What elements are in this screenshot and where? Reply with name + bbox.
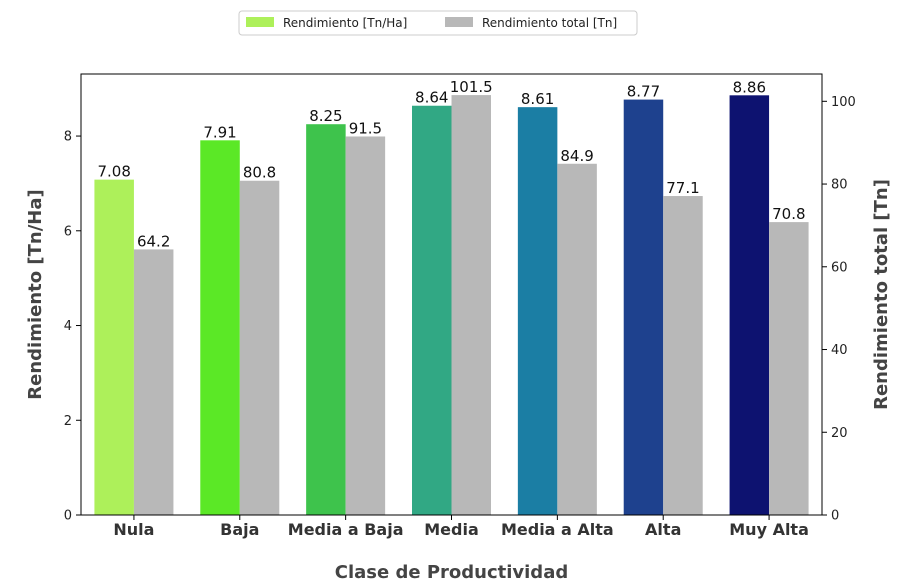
data-label-total-3: 101.5 (450, 78, 493, 96)
right-y-tick-label: 80 (831, 178, 848, 193)
bar-rendimiento-2 (306, 124, 346, 516)
data-label-rendimiento-6: 8.86 (733, 78, 766, 96)
bar-total-1 (239, 180, 280, 515)
bar-total-6 (769, 222, 809, 515)
bar-rendimiento-5 (623, 99, 664, 515)
legend-label-0: Rendimiento [Tn/Ha] (283, 16, 407, 30)
left-y-tick-label: 8 (64, 130, 72, 145)
bar-total-3 (451, 95, 491, 515)
left-y-tick-label: 2 (64, 414, 72, 429)
x-tick-label: Media a Baja (288, 520, 404, 539)
bar-total-2 (345, 136, 386, 515)
left-y-axis-title: Rendimiento [Tn/Ha] (25, 189, 46, 399)
right-y-tick-label: 100 (831, 95, 856, 110)
data-label-rendimiento-0: 7.08 (97, 163, 130, 181)
data-label-rendimiento-3: 8.64 (415, 89, 448, 107)
bar-total-4 (557, 163, 597, 516)
data-label-rendimiento-5: 8.77 (627, 83, 660, 101)
x-tick-label: Media (424, 520, 479, 539)
legend-box (238, 10, 638, 36)
left-y-tick-label: 6 (64, 224, 72, 239)
data-label-rendimiento-4: 8.61 (521, 90, 554, 108)
x-tick-label: Alta (645, 520, 681, 539)
data-label-rendimiento-2: 8.25 (309, 107, 342, 125)
x-tick-label: Media a Alta (501, 520, 614, 539)
x-tick-label: Baja (220, 520, 259, 539)
data-label-rendimiento-1: 7.91 (203, 123, 236, 141)
x-tick-label: Nula (113, 520, 154, 539)
bar-rendimiento-1 (200, 140, 240, 515)
data-label-total-5: 77.1 (666, 179, 699, 197)
bars-group (94, 95, 809, 516)
bar-rendimiento-0 (94, 179, 134, 515)
legend: Rendimiento [Tn/Ha] Rendimiento total [Tn… (238, 10, 638, 36)
right-y-axis: 0 20 40 60 80 100 (822, 95, 856, 524)
bar-rendimiento-6 (729, 95, 770, 515)
left-y-tick-label: 0 (64, 509, 72, 524)
right-y-tick-label: 40 (831, 343, 848, 358)
left-y-axis: 0 2 4 6 8 (64, 130, 81, 524)
right-y-tick-label: 20 (831, 426, 848, 441)
data-label-total-6: 70.8 (772, 205, 805, 223)
left-y-tick-label: 4 (64, 319, 72, 334)
bar-rendimiento-3 (412, 105, 452, 515)
bar-total-0 (133, 249, 174, 515)
bar-rendimiento-4 (517, 107, 558, 515)
data-label-total-2: 91.5 (349, 119, 382, 137)
x-axis-title: Clase de Productividad (335, 562, 568, 583)
legend-label-1: Rendimiento total [Tn] (482, 16, 617, 30)
x-axis: Nula Baja Media a Baja Media Media a Alta Alt… (113, 515, 809, 539)
right-y-tick-label: 0 (831, 509, 839, 524)
right-y-tick-label: 60 (831, 260, 848, 275)
legend-swatch-1 (445, 17, 473, 27)
bar-total-5 (663, 196, 703, 515)
x-tick-label: Muy Alta (729, 520, 809, 539)
data-label-total-1: 80.8 (243, 164, 276, 182)
data-label-total-0: 64.2 (137, 232, 170, 250)
data-label-total-4: 84.9 (560, 147, 593, 165)
right-y-axis-title: Rendimiento total [Tn] (871, 179, 892, 410)
legend-swatch-0 (246, 17, 274, 27)
